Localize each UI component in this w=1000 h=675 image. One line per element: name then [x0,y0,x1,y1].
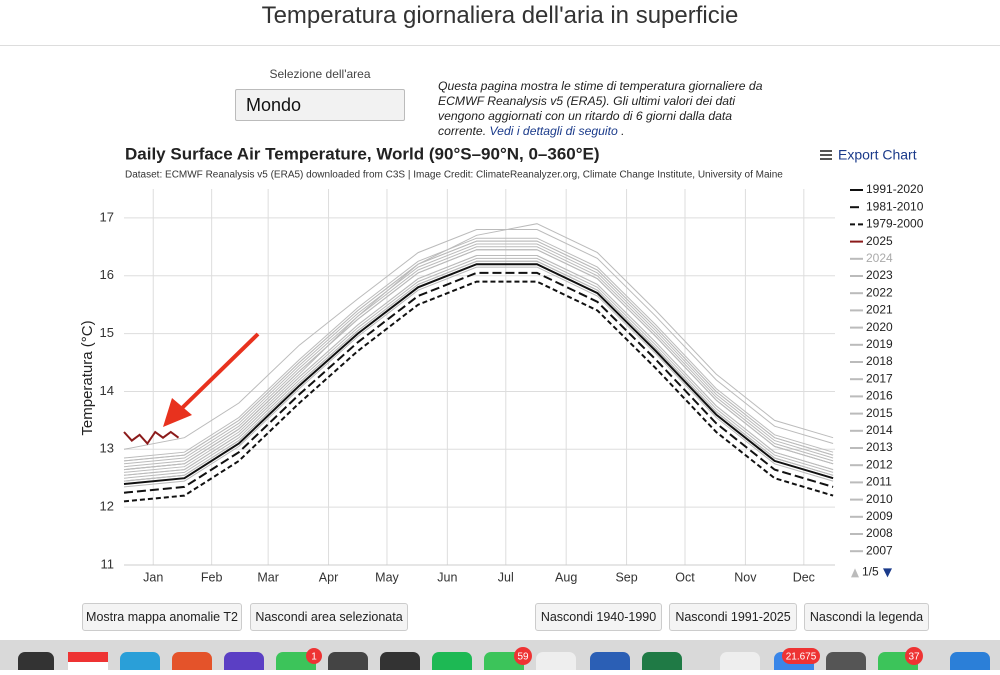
description: Questa pagina mostra le stime di tempera… [438,79,768,139]
x-tick-label: Aug [555,570,577,584]
plot: 11 12 13 14 15 16 17 Jan Feb Mar Apr May Jun Jul Aug Se… [100,189,835,584]
legend-label: 2023 [866,268,893,282]
pager-up [851,568,859,578]
y-tick-label: 17 [100,209,114,224]
series-line [123,223,834,473]
legend-label: 2020 [866,320,893,334]
legend-label: 2021 [866,303,893,317]
badge: 59 [517,652,529,663]
x-tick-label: Jun [437,570,457,584]
series-line [123,237,834,459]
description-text: Questa pagina mostra le stime di tempera… [438,79,763,138]
x-tick-label: Jan [143,570,163,584]
legend-pager: 1/5 [862,565,879,579]
legend-label: 2012 [866,457,893,471]
button[interactable]: Nascondi area selezionata [250,603,408,631]
button[interactable]: Nascondi 1940-1990 [535,603,662,631]
legend-label: 2009 [866,509,893,523]
chart: 11 12 13 14 15 16 17 Jan Feb Mar Apr May Jun Jul Aug Se… [79,144,924,584]
dock: 1 59 21.675 37 [0,640,1000,675]
series-line [123,255,834,476]
x-tick-label: Nov [734,570,757,584]
x-tick-label: Feb [201,570,223,584]
legend-label: 2010 [866,492,893,506]
page-title: Temperatura giornaliera dell'aria in sup… [261,2,739,29]
description-end: . [621,124,625,138]
series-line [123,246,834,468]
dock-icons: 1 59 21.675 37 [18,647,990,675]
button[interactable]: Mostra mappa anomalie T2 [82,603,242,631]
series-line [123,243,834,465]
export-chart[interactable]: Export Chart [838,147,917,163]
y-tick-label: 14 [100,383,114,398]
legend-label: 2022 [866,285,893,299]
button[interactable]: Nascondi la legenda [804,603,929,631]
x-tick-label: Dec [793,570,815,584]
legend-label: 1981-2010 [866,199,924,213]
series-line [123,280,834,503]
y-tick-label: 15 [100,325,114,340]
series-line [123,249,834,471]
badge: 37 [908,652,920,663]
series-line [123,271,834,494]
series-line [123,240,834,462]
legend-label: 1979-2000 [866,217,924,231]
badge: 21.675 [786,652,817,663]
series-line [123,229,834,450]
arrow [163,332,260,427]
legend-label: 2007 [866,543,893,557]
x-tick-label: Jul [498,570,514,584]
x-tick-label: May [375,570,399,584]
area-select[interactable]: Mondo [235,89,405,121]
legend-label: 2024 [866,251,893,265]
legend-label: 2015 [866,406,893,420]
series-line [123,263,834,485]
pager-down[interactable] [883,568,892,578]
series-line [123,430,180,446]
y-tick-label: 11 [101,556,115,571]
legend-label: 2019 [866,337,893,351]
export-icon[interactable] [820,150,832,160]
x-tick-label: Apr [319,570,338,584]
button[interactable]: Nascondi 1991-2025 [669,603,797,631]
legend-label: 1991-2020 [866,182,924,196]
series-line [123,240,834,462]
legend-label: 2014 [866,423,893,437]
series-line [123,260,834,482]
legend-label: 2017 [866,371,893,385]
legend-label: 2008 [866,526,893,540]
area-label: Selezione dell'area [269,67,371,81]
divider [0,45,1000,46]
legend-label: 2011 [866,475,892,489]
chart-title: Daily Surface Air Temperature, World (90… [125,144,600,163]
y-tick-label: 13 [100,441,114,456]
x-tick-label: Oct [675,570,695,584]
y-axis-label: Temperatura (°C) [79,320,96,435]
y-tick-label: 16 [100,267,114,282]
legend-label: 2013 [866,440,893,454]
legend-label: 2025 [866,234,893,248]
details-link[interactable]: Vedi i dettagli di seguito [489,124,618,138]
y-tick-label: 12 [100,499,114,514]
x-tick-label: Sep [615,570,637,584]
series-line [123,255,834,476]
series-line [123,263,834,485]
x-tick-label: Mar [257,570,279,584]
legend-label: 2018 [866,354,893,368]
series-line [123,266,834,488]
chart-subtitle: Dataset: ECMWF Reanalysis v5 (ERA5) down… [125,170,783,181]
series-line [123,257,834,479]
legend-label: 2016 [866,389,893,403]
badge: 1 [311,652,317,663]
